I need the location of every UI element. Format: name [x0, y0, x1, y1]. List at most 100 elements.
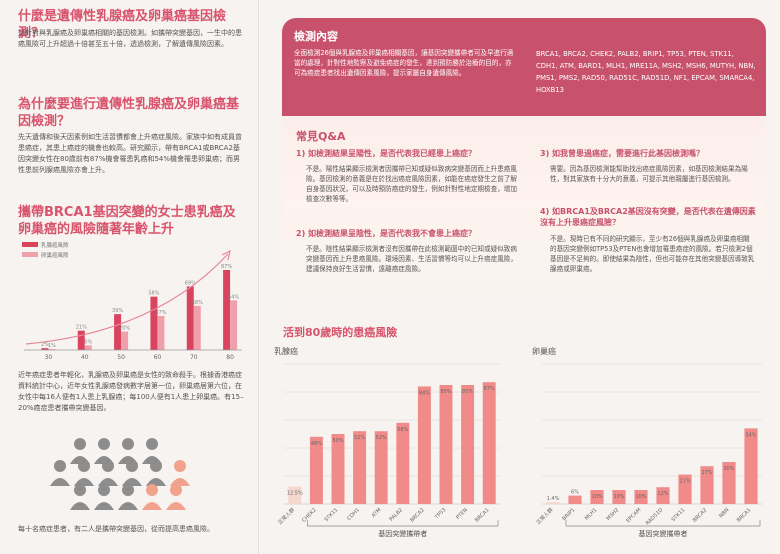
- test-content-body: 全面檢測26個與乳腺癌及卵巢癌相關基因，讓基因突變攜帶者可及早進行適當的處理，針…: [294, 49, 514, 77]
- bar-ovarian: [48, 349, 56, 350]
- risk-bar: [374, 431, 388, 504]
- risk-bar: [396, 422, 410, 504]
- gene-list: BRCA1, BRCA2, CHEK2, PALB2, BRIP1, TP53,…: [536, 50, 756, 94]
- x-axis-label: 基因突變攜帶者: [378, 529, 427, 538]
- legend-label: 卵巢癌風險: [41, 251, 69, 259]
- qa-answer-2: 不是。陰性結果顯示檢測者沒有因攜帶在此檢測範圍中的已知或疑似致病突變基因而上升患…: [306, 245, 517, 273]
- person-icon: [166, 484, 186, 510]
- x-tick-label: 60: [154, 354, 162, 361]
- statistics-body: 近年癌症患者年輕化，乳腺癌及卵巢癌是女性的致命殺手。根據香港癌症資料統計中心，近…: [18, 371, 244, 412]
- bar-breast: [150, 296, 158, 350]
- risk-bar-label: 12.5%: [287, 491, 303, 497]
- x-tick-label: 40: [81, 354, 89, 361]
- risk-bar: [590, 490, 604, 504]
- risk-bar-label: 10%: [613, 494, 624, 500]
- qa-question-4: 4) 如BRCA1及BRCA2基因沒有突變，是否代表在遺傳因素沒有上升患癌症風險…: [540, 207, 756, 227]
- x-tick-label: CDH1: [346, 507, 361, 522]
- x-tick-label: STK11: [324, 507, 340, 523]
- x-tick-label: CHEK2: [301, 507, 318, 524]
- x-tick-label: BRIP1: [561, 507, 576, 522]
- qa-question-1: 1) 如檢測結果呈陽性，是否代表我已經患上癌症？: [296, 149, 477, 158]
- legend-label: 乳腺癌風險: [41, 241, 69, 249]
- x-tick-label: BRCA1: [736, 507, 753, 524]
- risk-bar: [417, 386, 431, 504]
- risk-bar-label: 84%: [419, 390, 430, 396]
- bar-value-label: 2%: [41, 342, 49, 348]
- bar-breast: [41, 348, 49, 350]
- risk-bar: [546, 502, 560, 504]
- bar-ovarian: [193, 305, 201, 350]
- bar-ovarian: [230, 300, 238, 350]
- x-tick-label: MLH1: [584, 507, 599, 522]
- risk-bar-label: 54%: [745, 432, 756, 438]
- bar-value-label: 87%: [221, 264, 232, 270]
- x-tick-label: 80: [226, 354, 234, 361]
- risk-bar-label: 30%: [723, 466, 734, 472]
- person-icon: [70, 484, 90, 510]
- risk-bar-label: 27%: [701, 470, 712, 476]
- bar-value-label: 58%: [148, 291, 159, 297]
- risk-bar: [331, 434, 345, 504]
- person-icon: [142, 484, 162, 510]
- x-tick-label: ATM: [371, 507, 383, 519]
- person-icon: [146, 460, 166, 486]
- x-tick-label: 正常人群: [534, 506, 554, 526]
- risk-bar: [309, 436, 323, 504]
- person-icon: [50, 460, 70, 486]
- risk-bar: [353, 431, 367, 504]
- bar-ovarian: [84, 345, 92, 350]
- bar-breast: [114, 314, 122, 350]
- title-why-test: 為什麼要進行遺傳性乳腺癌及卵巢癌基因檢測？: [18, 97, 240, 129]
- risk-bar-label: 12%: [657, 491, 668, 497]
- risk-bar-label: 58%: [397, 427, 408, 433]
- trend-arrow-head: [221, 249, 231, 261]
- risk-bar-label: 6%: [571, 490, 579, 496]
- test-content-header: 檢測內容 全面檢測26個與乳腺癌及卵巢癌相關基因，讓基因突變攜帶者可及早進行適當…: [282, 18, 766, 116]
- legend-swatch: [22, 242, 38, 247]
- test-content-title: 檢測內容: [294, 30, 338, 43]
- legend-swatch: [22, 252, 38, 257]
- page-fold: [258, 0, 259, 554]
- bar-value-label: 69%: [185, 281, 196, 287]
- risk-bar-label: 10%: [591, 494, 602, 500]
- bar-value-label: 39%: [112, 308, 123, 314]
- risk-bar-label: 85%: [462, 389, 473, 395]
- risk-bar: [439, 385, 453, 504]
- risk-bar-label: 52%: [354, 435, 365, 441]
- person-icon: [118, 438, 138, 464]
- x-tick-label: 30: [45, 354, 53, 361]
- x-tick-label: PTEN: [455, 507, 469, 521]
- risk-bar-label: 85%: [440, 389, 451, 395]
- bar-value-label: 1%: [48, 343, 56, 349]
- person-icon: [170, 460, 190, 486]
- lifetime-risk-title: 活到80歲時的患癌風險: [283, 326, 398, 339]
- bar-breast: [223, 269, 231, 350]
- risk-bar-label: 10%: [635, 494, 646, 500]
- bar-value-label: 5%: [84, 339, 92, 345]
- carrier-bracket: [307, 520, 499, 527]
- bar-breast: [186, 286, 194, 350]
- x-tick-label: PALB2: [389, 507, 405, 523]
- risk-bar: [568, 495, 582, 504]
- chart-title: 乳腺癌: [274, 346, 298, 356]
- trend-arrow: [25, 253, 229, 345]
- risk-bar: [700, 466, 714, 504]
- title-what-is-test: 什麼是遺傳性乳腺癌及卵巢癌基因檢測？: [18, 9, 227, 41]
- carrier-bracket: [565, 520, 761, 527]
- risk-bar: [288, 486, 302, 504]
- risk-bar: [461, 385, 475, 504]
- risk-bar-label: 50%: [332, 438, 343, 444]
- person-icon: [98, 460, 118, 486]
- bar-value-label: 20%: [119, 326, 130, 332]
- x-tick-label: EPCAM: [625, 507, 642, 524]
- chart-title: 卵巢癌: [532, 346, 556, 356]
- qa-title: 常見Q&A: [296, 130, 346, 143]
- why-test-body: 先天遺傳和後天因素例如生活習慣都會上升癌症風險。家族中如有成員曾患癌症，其患上癌…: [18, 133, 242, 174]
- risk-bar: [612, 490, 626, 504]
- person-icon: [94, 484, 114, 510]
- risk-bar: [678, 474, 692, 504]
- person-icon: [142, 438, 162, 464]
- ovarian-cancer-chart: 卵巢癌 1.4% 正常人群 6% BRIP1 10% MLH1 10% MSH2 10% EPCAM…: [532, 346, 762, 538]
- bar-ovarian: [157, 315, 165, 350]
- risk-bar: [744, 428, 758, 504]
